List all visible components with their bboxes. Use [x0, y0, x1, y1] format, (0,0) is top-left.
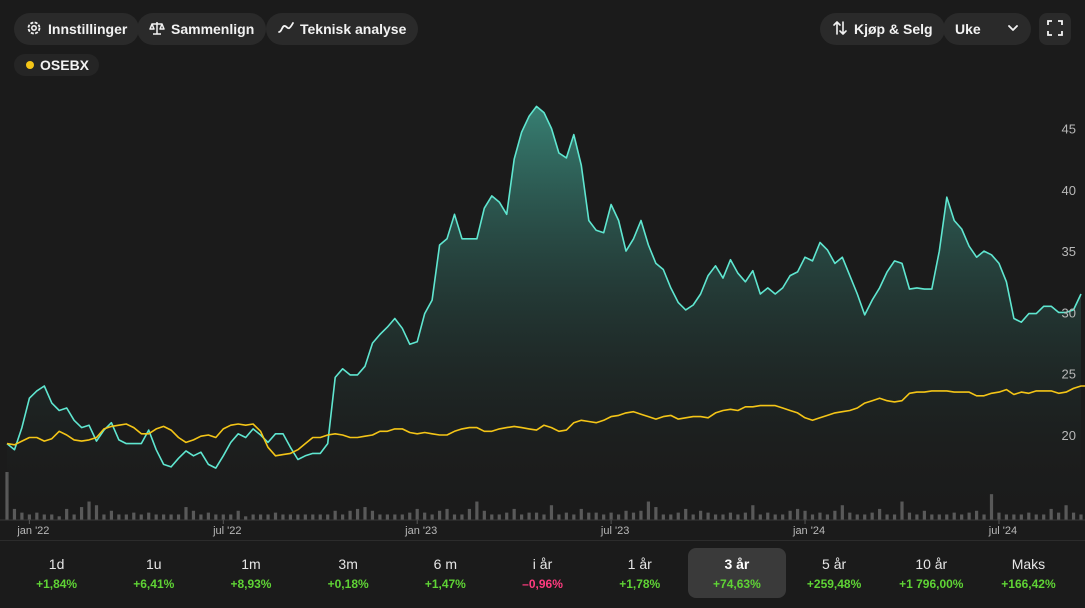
- x-axis: jan '22 jul '22 jan '23 jul '23 jan '24 jul '…: [16, 520, 1017, 537]
- period-option[interactable]: 3m +0,18%: [300, 548, 397, 598]
- period-change: +259,48%: [806, 576, 862, 591]
- period-option[interactable]: 3 år +74,63%: [688, 548, 786, 598]
- buy-sell-button[interactable]: Kjøp & Selg: [820, 13, 945, 45]
- settings-button[interactable]: Innstillinger: [14, 13, 140, 45]
- y-tick-label: 20: [1062, 428, 1076, 443]
- period-selector: 1d +1,84% 1u +6,41% 1m +8,93% 3m +0,18% 6 m +1,47…: [0, 540, 1085, 608]
- chevron-down-icon: [1005, 20, 1021, 39]
- y-tick-label: 45: [1062, 122, 1076, 137]
- period-option[interactable]: 1u +6,41%: [105, 548, 202, 598]
- period-label: 3 år: [724, 555, 750, 572]
- main-series-area: [7, 106, 1081, 521]
- period-option[interactable]: Maks +166,42%: [980, 548, 1077, 598]
- y-tick-label: 40: [1062, 183, 1076, 198]
- period-label: 1m: [241, 555, 261, 572]
- swap-arrows-icon: [832, 20, 848, 39]
- period-label: 1u: [145, 555, 162, 572]
- period-option[interactable]: 10 år +1 796,00%: [883, 548, 980, 598]
- period-change: +8,93%: [230, 576, 272, 591]
- chart-toolbar: Innstillinger Sammenlign Teknisk analyse…: [14, 13, 1071, 45]
- period-label: 5 år: [822, 555, 847, 572]
- trend-line-icon: [278, 20, 294, 39]
- settings-label: Innstillinger: [48, 21, 128, 37]
- compare-label: Sammenlign: [171, 21, 255, 37]
- x-tick-label: jan '22: [16, 525, 49, 537]
- period-change: +166,42%: [1001, 576, 1056, 591]
- x-tick-label: jan '24: [792, 525, 825, 537]
- period-option[interactable]: 1d +1,84%: [8, 548, 105, 598]
- buy-sell-label: Kjøp & Selg: [854, 21, 933, 37]
- price-chart[interactable]: 20 25 30 35 40 45 jan '22 jul '22 jan '23 jul '2…: [0, 80, 1085, 540]
- main-series-line: [6, 105, 1082, 469]
- x-tick-label: jul '23: [600, 525, 629, 537]
- series-layer: [6, 105, 1085, 521]
- osebx-series-line: [6, 385, 1085, 457]
- legend-osebx[interactable]: OSEBX: [14, 54, 100, 76]
- compare-button[interactable]: Sammenlign: [137, 13, 267, 45]
- period-option[interactable]: 1 år +1,78%: [591, 548, 688, 598]
- period-option[interactable]: 5 år +259,48%: [786, 548, 883, 598]
- interval-select[interactable]: Uke: [943, 13, 1031, 45]
- gear-icon: [26, 20, 42, 39]
- period-change: +6,41%: [133, 576, 175, 591]
- x-tick-label: jul '24: [988, 525, 1017, 537]
- fullscreen-button[interactable]: [1039, 13, 1071, 45]
- period-change: +74,63%: [713, 576, 761, 591]
- y-tick-label: 35: [1062, 244, 1076, 259]
- x-tick-label: jul '22: [212, 525, 241, 537]
- period-change: +1,47%: [424, 576, 466, 591]
- period-option[interactable]: 6 m +1,47%: [397, 548, 494, 598]
- legend-color-dot: [26, 61, 34, 69]
- interval-value: Uke: [955, 21, 981, 37]
- period-option[interactable]: 1m +8,93%: [202, 548, 299, 598]
- fullscreen-icon: [1047, 19, 1063, 39]
- period-change: –0,96%: [522, 576, 563, 591]
- period-label: i år: [532, 555, 553, 572]
- x-tick-label: jan '23: [404, 525, 437, 537]
- technical-analysis-label: Teknisk analyse: [300, 21, 407, 37]
- y-tick-label: 30: [1062, 305, 1076, 320]
- period-option[interactable]: i år –0,96%: [494, 548, 591, 598]
- period-change: +1,78%: [619, 576, 661, 591]
- legend-ticker-label: OSEBX: [40, 57, 90, 73]
- y-axis: 20 25 30 35 40 45: [1062, 122, 1076, 444]
- period-label: Maks: [1011, 555, 1046, 572]
- period-label: 1 år: [627, 555, 652, 572]
- period-label: 1d: [48, 555, 65, 572]
- period-label: 3m: [338, 555, 358, 572]
- period-label: 6 m: [433, 555, 458, 572]
- period-change: +0,18%: [327, 576, 369, 591]
- period-change: +1 796,00%: [899, 576, 964, 591]
- y-tick-label: 25: [1062, 367, 1076, 382]
- technical-analysis-button[interactable]: Teknisk analyse: [266, 13, 419, 45]
- scale-icon: [149, 20, 165, 39]
- period-change: +1,84%: [36, 576, 78, 591]
- period-label: 10 år: [915, 555, 948, 572]
